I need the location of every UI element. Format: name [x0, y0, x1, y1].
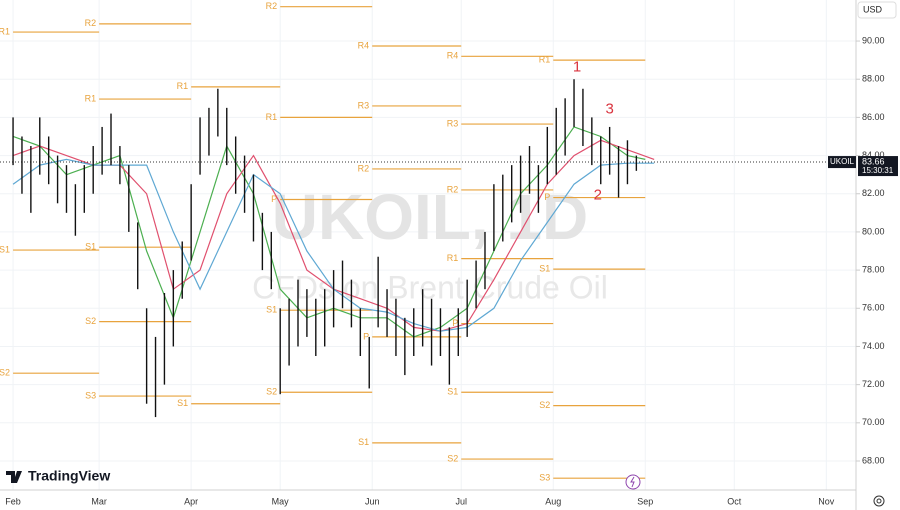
- pivot-label: S1: [358, 437, 369, 447]
- y-tick-label: 80.00: [862, 226, 885, 236]
- pivot-label: R1: [539, 55, 551, 65]
- annotation: 1: [573, 59, 581, 76]
- y-tick-label: 82.00: [862, 188, 885, 198]
- annotation: 2: [594, 187, 602, 204]
- last-price: 83.66: [862, 156, 885, 166]
- x-tick-label: Oct: [727, 496, 742, 506]
- y-tick-label: 76.00: [862, 303, 885, 313]
- x-tick-label: Feb: [5, 496, 21, 506]
- pivot-label: S1: [177, 398, 188, 408]
- pivot-label: R1: [85, 93, 97, 103]
- symbol-tag: UKOIL: [830, 157, 855, 166]
- pivot-label: R2: [447, 184, 459, 194]
- y-tick-label: 74.00: [862, 341, 885, 351]
- pivot-label: R3: [358, 100, 370, 110]
- pivot-label: R1: [177, 81, 189, 91]
- pivot-label: R2: [358, 163, 370, 173]
- pivot-label: S1: [85, 242, 96, 252]
- pivot-label: S2: [85, 316, 96, 326]
- y-tick-label: 72.00: [862, 379, 885, 389]
- countdown: 15:30:31: [862, 166, 894, 175]
- y-tick-label: 90.00: [862, 35, 885, 45]
- pivot-label: R4: [358, 40, 370, 50]
- watermark-subtitle: CFDs on Brent Crude Oil: [252, 269, 608, 305]
- pivot-label: S1: [447, 387, 458, 397]
- pivot-label: R1: [0, 26, 10, 36]
- pivot-label: S2: [0, 368, 10, 378]
- pivot-label: S1: [539, 264, 550, 274]
- plot-area: R1 S1 S2 R2 R1 S1 S2 S3 R1 S1 R2 R1 P S1 S2 R4 R3 R2 P S1 R4…: [0, 1, 856, 483]
- brand-logo: TradingView: [6, 468, 110, 484]
- x-tick-label: Apr: [184, 496, 198, 506]
- pivot-label: P: [363, 331, 369, 341]
- y-tick-label: 70.00: [862, 417, 885, 427]
- currency[interactable]: USD: [863, 4, 883, 14]
- pivot-label: P: [452, 318, 458, 328]
- last-price-box: [858, 156, 898, 177]
- pivot-label: S1: [0, 244, 10, 254]
- pivot-label: S3: [539, 473, 550, 483]
- pivot-label: S1: [266, 305, 277, 315]
- pivot-label: R3: [447, 118, 459, 128]
- settings-icon[interactable]: [873, 495, 885, 507]
- replay-icon[interactable]: [625, 474, 641, 490]
- annotation: 3: [605, 101, 613, 118]
- y-tick-label: 86.00: [862, 112, 885, 122]
- y-tick-label: 84.00: [862, 150, 885, 160]
- pivot-label: S2: [447, 453, 458, 463]
- pivot-label: P: [271, 194, 277, 204]
- y-tick-label: 68.00: [862, 455, 885, 465]
- pivot-label: S3: [85, 390, 96, 400]
- currency-button[interactable]: [857, 1, 897, 19]
- x-tick-label: Aug: [545, 496, 561, 506]
- x-tick-label: Mar: [91, 496, 107, 506]
- pivot-label: R2: [266, 1, 278, 11]
- pivot-label: S2: [266, 387, 277, 397]
- pivot-label: R1: [447, 253, 459, 263]
- x-tick-label: Jul: [455, 496, 467, 506]
- pivot-label: P: [544, 192, 550, 202]
- pivot-label: R2: [85, 18, 97, 28]
- x-tick-label: May: [272, 496, 290, 506]
- x-tick-label: Jun: [365, 496, 380, 506]
- y-tick-label: 88.00: [862, 74, 885, 84]
- watermark: UKOIL, 1D: [272, 181, 588, 253]
- symbol-tag-box: [828, 156, 856, 169]
- pivot-label: R4: [447, 51, 459, 61]
- pivot-label: R1: [266, 112, 278, 122]
- x-tick-label: Sep: [637, 496, 653, 506]
- x-tick-label: Nov: [818, 496, 835, 506]
- brand: TradingView: [28, 468, 110, 484]
- y-tick-label: 78.00: [862, 264, 885, 274]
- pivot-label: S2: [539, 400, 550, 410]
